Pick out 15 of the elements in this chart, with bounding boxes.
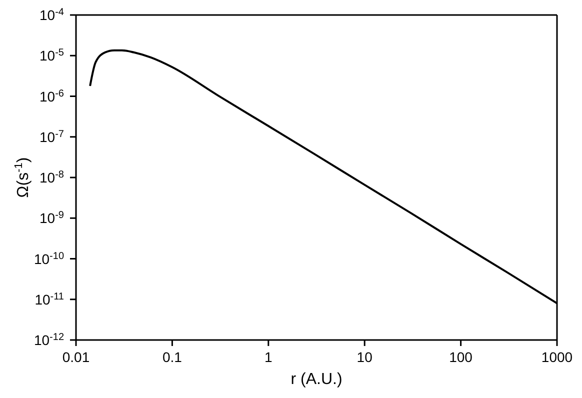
x-tick-label: 0.01	[62, 349, 90, 365]
x-tick-label: 1	[264, 349, 272, 365]
x-tick-label: 10	[356, 349, 373, 365]
y-tick-label: 10$^{-8}$	[40, 169, 64, 186]
y-tick-label: 10$^{-7}$	[40, 128, 64, 145]
y-tick-label: 10$^{-11}$	[34, 290, 64, 308]
y-tick-label: 10$^{-9}$	[40, 210, 64, 226]
y-tick-label: 10$^{-10}$	[34, 250, 64, 267]
x-axis-title: r (A.U.)	[290, 371, 342, 388]
x-tick-label: 100	[449, 349, 473, 365]
y-tick-label: 10$^{-6}$	[40, 88, 64, 104]
y-tick-label: 10$^{-12}$	[34, 332, 64, 348]
y-tick-label: 10$^{-5}$	[40, 47, 64, 64]
x-tick-label: 0.1	[162, 349, 182, 365]
x-tick-label: 1000	[541, 349, 573, 365]
